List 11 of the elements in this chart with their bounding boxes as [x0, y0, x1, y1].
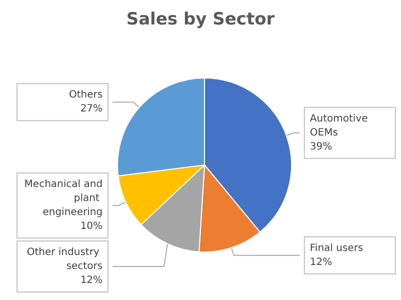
slice-label: Automotive OEMs: [310, 113, 371, 138]
data-label: 12%: [310, 256, 332, 268]
data-label: 27%: [80, 104, 103, 115]
slice-label: Other industry sectors: [26, 246, 103, 272]
slice-label: Mechanical and plant engineering: [24, 178, 103, 218]
slice-label: Others: [68, 90, 103, 101]
data-label: 39%: [310, 141, 332, 152]
data-label: 10%: [80, 220, 103, 232]
slice-label: Final users: [310, 242, 364, 254]
data-label: 12%: [80, 274, 103, 286]
chart-title: Sales by Sector: [126, 10, 276, 30]
